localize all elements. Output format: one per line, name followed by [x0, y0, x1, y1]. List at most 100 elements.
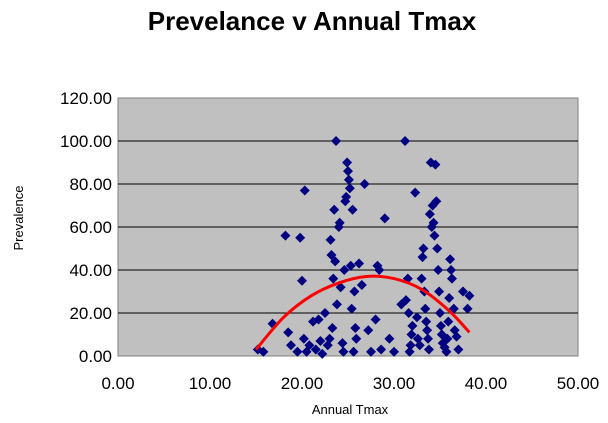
data-point — [444, 292, 455, 303]
data-point — [428, 217, 439, 228]
data-point — [416, 273, 427, 284]
data-point — [435, 320, 446, 331]
x-tick-label: 30.00 — [373, 374, 416, 393]
y-tick-label: 120.00 — [60, 89, 112, 108]
data-point — [330, 256, 341, 267]
y-tick-label: 0.00 — [79, 347, 112, 366]
data-point — [304, 340, 315, 351]
data-point — [345, 260, 356, 271]
data-point — [299, 185, 310, 196]
data-point — [342, 157, 353, 168]
data-point — [400, 295, 411, 306]
x-tick-label: 20.00 — [281, 374, 324, 393]
data-point — [315, 335, 326, 346]
data-point — [443, 316, 454, 327]
y-tick-label: 20.00 — [69, 304, 112, 323]
data-point — [348, 346, 359, 357]
data-point — [434, 286, 445, 297]
data-point — [313, 314, 324, 325]
trendline — [254, 274, 471, 351]
data-point — [389, 346, 399, 357]
data-point — [343, 174, 354, 185]
y-tick-label: 60.00 — [69, 218, 112, 237]
data-point — [403, 308, 414, 318]
data-point — [370, 314, 381, 325]
data-point — [379, 213, 390, 224]
data-point — [337, 338, 348, 349]
data-point — [376, 344, 387, 355]
data-point — [341, 191, 352, 202]
data-point — [331, 136, 342, 146]
data-point — [445, 254, 456, 265]
data-point — [349, 286, 360, 297]
data-point — [343, 166, 353, 177]
data-point — [435, 308, 445, 318]
data-point — [346, 303, 357, 314]
data-point — [418, 243, 429, 254]
data-point — [285, 340, 296, 351]
data-point — [334, 217, 345, 228]
data-point — [347, 204, 358, 215]
data-point — [433, 265, 444, 275]
data-point — [441, 346, 452, 357]
data-point — [351, 333, 362, 344]
data-point — [339, 265, 350, 275]
data-point — [297, 275, 307, 286]
y-axis-ticks: 0.00 20.00 40.00 60.00 80.00 100.00 120.00 — [60, 89, 112, 366]
data-point — [400, 136, 411, 146]
y-tick-label: 40.00 — [69, 261, 112, 280]
data-point — [464, 290, 475, 301]
data-point — [366, 346, 376, 357]
data-point — [310, 344, 321, 355]
data-point — [462, 303, 473, 314]
data-point — [414, 340, 425, 351]
data-point — [432, 243, 443, 254]
data-point — [420, 303, 431, 314]
data-point — [331, 299, 342, 310]
x-tick-label: 40.00 — [465, 374, 508, 393]
data-point — [258, 346, 269, 357]
data-point — [412, 312, 422, 323]
data-point — [327, 323, 338, 334]
data-point — [328, 273, 339, 284]
y-tick-label: 80.00 — [69, 175, 112, 194]
data-point — [421, 316, 432, 327]
data-point — [350, 323, 361, 334]
data-point — [406, 329, 417, 340]
data-point — [324, 333, 335, 344]
data-point — [410, 187, 421, 198]
data-point — [430, 159, 441, 170]
data-point — [317, 348, 328, 359]
data-point — [405, 340, 416, 351]
x-axis-ticks: 0.00 10.00 20.00 30.00 40.00 50.00 — [101, 374, 599, 393]
data-point — [374, 265, 385, 275]
data-point — [359, 179, 370, 189]
data-point — [295, 232, 306, 243]
data-point — [407, 320, 418, 331]
data-point — [356, 280, 367, 291]
data-point — [329, 204, 340, 215]
data-point — [325, 234, 336, 245]
data-point — [423, 344, 434, 355]
x-axis-label: Annual Tmax — [312, 402, 389, 417]
data-point — [431, 196, 442, 207]
data-point — [453, 344, 464, 355]
chart-title: Prevelance v Annual Tmax — [148, 6, 477, 36]
data-point — [429, 230, 440, 241]
data-point — [451, 331, 462, 342]
data-point — [404, 346, 415, 357]
data-point — [423, 333, 434, 344]
data-point — [280, 230, 291, 241]
data-point — [446, 265, 457, 275]
data-point — [292, 346, 303, 357]
data-point — [363, 325, 374, 336]
y-tick-label: 100.00 — [60, 132, 112, 151]
data-point — [384, 333, 395, 344]
data-point — [344, 183, 355, 194]
data-point — [446, 273, 457, 284]
data-point — [458, 286, 468, 297]
data-point — [283, 327, 294, 338]
trendline-layer — [254, 274, 471, 351]
